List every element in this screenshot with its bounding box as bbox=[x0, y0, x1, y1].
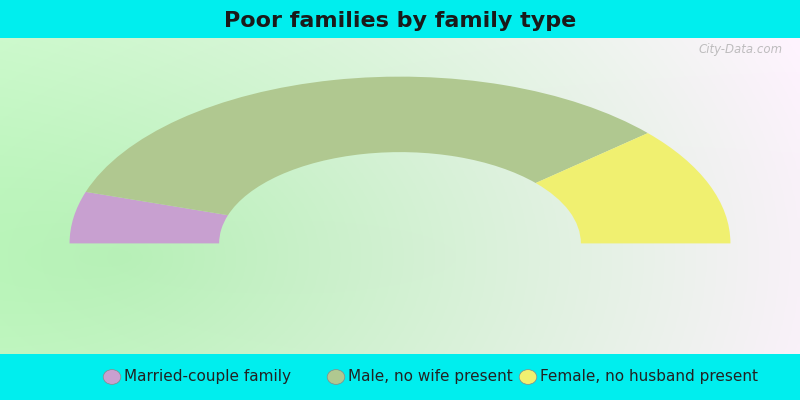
Text: City-Data.com: City-Data.com bbox=[698, 43, 782, 56]
Ellipse shape bbox=[519, 370, 537, 384]
Text: Married-couple family: Married-couple family bbox=[124, 370, 291, 384]
Wedge shape bbox=[70, 192, 228, 243]
Wedge shape bbox=[536, 133, 730, 243]
Ellipse shape bbox=[327, 370, 345, 384]
Text: Female, no husband present: Female, no husband present bbox=[540, 370, 758, 384]
Wedge shape bbox=[86, 77, 648, 215]
Text: Male, no wife present: Male, no wife present bbox=[348, 370, 513, 384]
Text: Poor families by family type: Poor families by family type bbox=[224, 11, 576, 31]
Ellipse shape bbox=[103, 370, 121, 384]
